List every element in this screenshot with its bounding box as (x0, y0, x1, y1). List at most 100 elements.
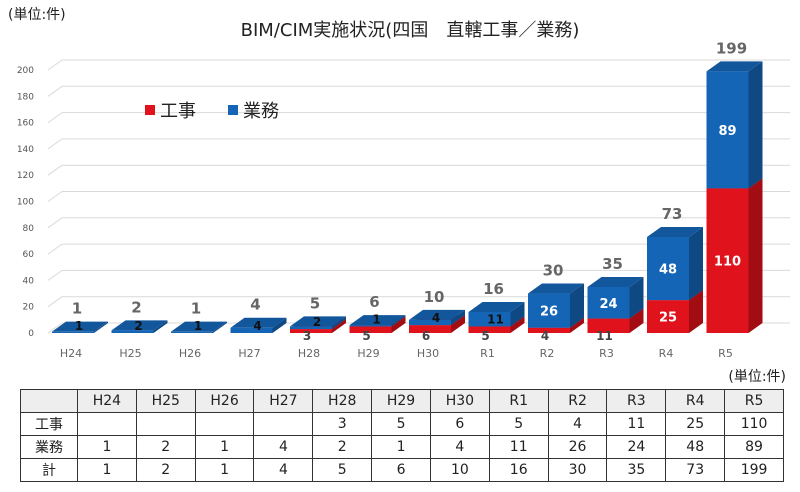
bar-group-R5 (706, 61, 763, 333)
y-tick-label: 140 (17, 145, 34, 155)
bar-koji-front (528, 327, 570, 333)
total-label: 6 (369, 293, 379, 311)
bar-koji-front (409, 325, 451, 333)
table-cell: 11 (488, 435, 549, 459)
table-cell: 2 (312, 435, 373, 459)
bar-gyomu-front (647, 237, 689, 301)
table-header-cell: H25 (135, 389, 196, 413)
y-tick-label: 160 (17, 119, 34, 129)
bar-gyomu-front (290, 326, 332, 330)
table-cell (135, 412, 196, 436)
y-tick-label: 100 (17, 198, 34, 208)
value-label-gyomu: 24 (599, 297, 617, 312)
table-cell: 6 (371, 458, 431, 482)
data-table: H24 H25 H26 H27 H28 H29 H30 R1 R2 R3 R4 R5 工事 3 5 6 5 4 1… (20, 389, 784, 482)
table-header-cell: H24 (77, 389, 137, 413)
table-cell: 89 (724, 435, 784, 459)
value-label-koji: 3 (303, 329, 311, 343)
legend-swatch-koji (145, 105, 155, 115)
bar-group-H26 (171, 321, 227, 333)
bar-koji-front (647, 300, 689, 333)
table-cell: 3 (312, 412, 373, 436)
bar-gyomu-front (528, 293, 570, 328)
value-label-gyomu: 2 (313, 315, 321, 329)
gridline-side (47, 85, 63, 97)
bar-koji-front (349, 326, 392, 333)
value-label-gyomu: 48 (659, 263, 677, 278)
table-header-cell: H26 (194, 389, 255, 413)
bar-gyomu-top (52, 321, 108, 332)
gridline-side (47, 138, 63, 150)
y-tick-label: 80 (23, 224, 35, 234)
gridline-side (47, 217, 63, 229)
total-label: 199 (716, 39, 747, 57)
table-cell: 5 (371, 412, 431, 436)
bar-gyomu-top (290, 316, 346, 327)
x-tick-label: R2 (540, 347, 555, 360)
bar-gyomu-front (171, 331, 213, 333)
table-cell: 11 (606, 412, 667, 436)
x-tick-label: H24 (60, 347, 82, 360)
x-tick-label: R1 (480, 347, 495, 360)
total-label: 5 (310, 294, 320, 312)
bar-gyomu-side (94, 321, 108, 333)
bars-layer (52, 61, 763, 333)
bar-gyomu-side (153, 320, 168, 333)
table-cell: 4 (253, 458, 314, 482)
bar-gyomu-side (748, 61, 763, 189)
bar-group-H24 (52, 321, 108, 333)
table-header-row: H24 H25 H26 H27 H28 H29 H30 R1 R2 R3 R4 R5 (20, 389, 784, 413)
bar-gyomu-side (629, 276, 644, 319)
total-label: 73 (662, 205, 683, 223)
value-label-gyomu: 1 (75, 319, 83, 333)
bar-koji-front (706, 188, 749, 333)
value-label-koji: 4 (541, 329, 549, 343)
x-tick-label: H30 (417, 347, 439, 360)
table-cell: 48 (665, 435, 726, 459)
y-tick-label: 60 (23, 250, 35, 260)
unit-label-table: (単位:件) (728, 369, 786, 385)
table-cell: 25 (665, 412, 726, 436)
table-cell (194, 412, 255, 436)
value-label-koji: 5 (481, 329, 489, 343)
table-row: 計 1 2 1 4 5 6 10 16 30 35 73 199 (20, 458, 784, 482)
table-header-cell: H28 (312, 389, 373, 413)
value-label-gyomu: 11 (487, 312, 504, 326)
bar-gyomu-front (111, 330, 154, 333)
y-tick-label: 120 (17, 171, 34, 181)
bar-group-R2 (528, 283, 584, 333)
table-cell (253, 412, 314, 436)
table-cell: 24 (606, 435, 667, 459)
bar-group-H28 (290, 316, 346, 333)
bar-gyomu-front (230, 327, 273, 333)
table-corner-cell (20, 389, 78, 413)
table-cell: 1 (194, 435, 255, 459)
total-label: 30 (543, 262, 564, 280)
bar-gyomu-front (706, 71, 749, 189)
total-label: 16 (483, 280, 504, 298)
bar-koji-side (629, 308, 644, 333)
table-cell: 5 (312, 458, 373, 482)
labels-layer: H2411H2522H2611H2744H28523H29615H301046R… (60, 39, 747, 360)
table-header-cell: R3 (606, 389, 667, 413)
table-cell: 2 (135, 435, 196, 459)
bar-group-H29 (349, 315, 406, 333)
gridline-side (47, 191, 63, 202)
bar-group-H27 (230, 317, 287, 333)
table-header-cell: R5 (724, 389, 784, 413)
table-cell: 16 (488, 458, 549, 482)
bar-koji-side (570, 317, 584, 333)
table-row-label: 業務 (20, 435, 78, 459)
table-row: 業務 1 2 1 4 2 1 4 11 26 24 48 89 (20, 435, 784, 459)
bar-koji-side (332, 319, 346, 333)
table-cell: 1 (77, 458, 137, 482)
bar-gyomu-top (587, 276, 644, 287)
bar-gyomu-top (171, 321, 227, 332)
table-header-cell: H30 (429, 389, 490, 413)
value-label-gyomu: 4 (253, 319, 261, 333)
table-header-cell: R1 (488, 389, 549, 413)
bar-gyomu-side (689, 227, 703, 301)
table-cell: 30 (547, 458, 608, 482)
gridline-side (47, 112, 63, 124)
